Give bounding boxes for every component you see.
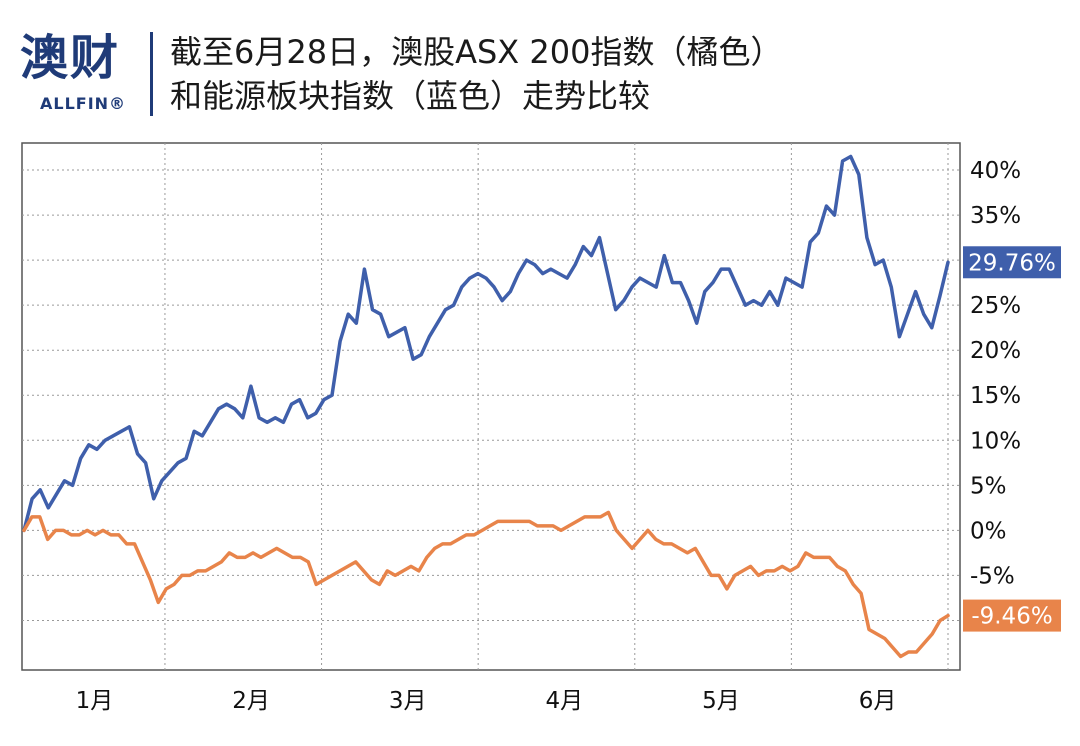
end-value-badge <box>963 599 1061 632</box>
x-tick-label: 5月 <box>702 688 740 714</box>
x-axis: 1月 2月 3月 4月 5月 6月 <box>76 688 897 714</box>
y-tick-label: 25% <box>970 293 1021 319</box>
chart-title-line-2: 和能源板块指数（蓝色）走势比较 <box>170 77 651 115</box>
x-tick-label: 2月 <box>232 688 270 714</box>
y-tick-label: 15% <box>970 383 1021 409</box>
y-tick-label: 5% <box>970 473 1007 499</box>
y-tick-label: 40% <box>970 158 1021 184</box>
allfin-logo-en: ALLFIN® <box>40 94 127 113</box>
y-tick-label: 10% <box>970 428 1021 454</box>
end-value-label: -9.46% <box>971 604 1052 630</box>
logo-divider <box>150 32 153 116</box>
grid-lines <box>22 143 960 670</box>
end-value-label: 29.76% <box>968 250 1056 276</box>
chart-header: 澳财 ALLFIN® 截至6月28日，澳股ASX 200指数（橘色） 和能源板块… <box>0 0 1080 140</box>
x-tick-label: 3月 <box>389 688 427 714</box>
chart-title-line-1: 截至6月28日，澳股ASX 200指数（橘色） <box>170 33 783 71</box>
plot-area <box>21 142 961 671</box>
y-tick-label: 35% <box>970 203 1021 229</box>
y-tick-label: 20% <box>970 338 1021 364</box>
y-tick-label: -5% <box>970 563 1015 589</box>
y-tick-label: 0% <box>970 518 1007 544</box>
series-lines <box>22 154 950 659</box>
series-line-1 <box>22 510 950 659</box>
x-tick-label: 4月 <box>545 688 583 714</box>
chart-title: 截至6月28日，澳股ASX 200指数（橘色） 和能源板块指数（蓝色）走势比较 <box>170 30 782 118</box>
end-labels: 29.76% -9.46% <box>963 246 1061 632</box>
x-tick-label: 6月 <box>859 688 897 714</box>
series-line-0 <box>22 154 950 533</box>
allfin-logo-cn: 澳财 <box>20 30 121 86</box>
y-axis: 40%35%30%25%20%15%10%5%0%-5%-10% <box>970 158 1029 634</box>
x-tick-label: 1月 <box>76 688 114 714</box>
end-value-badge <box>963 246 1061 279</box>
